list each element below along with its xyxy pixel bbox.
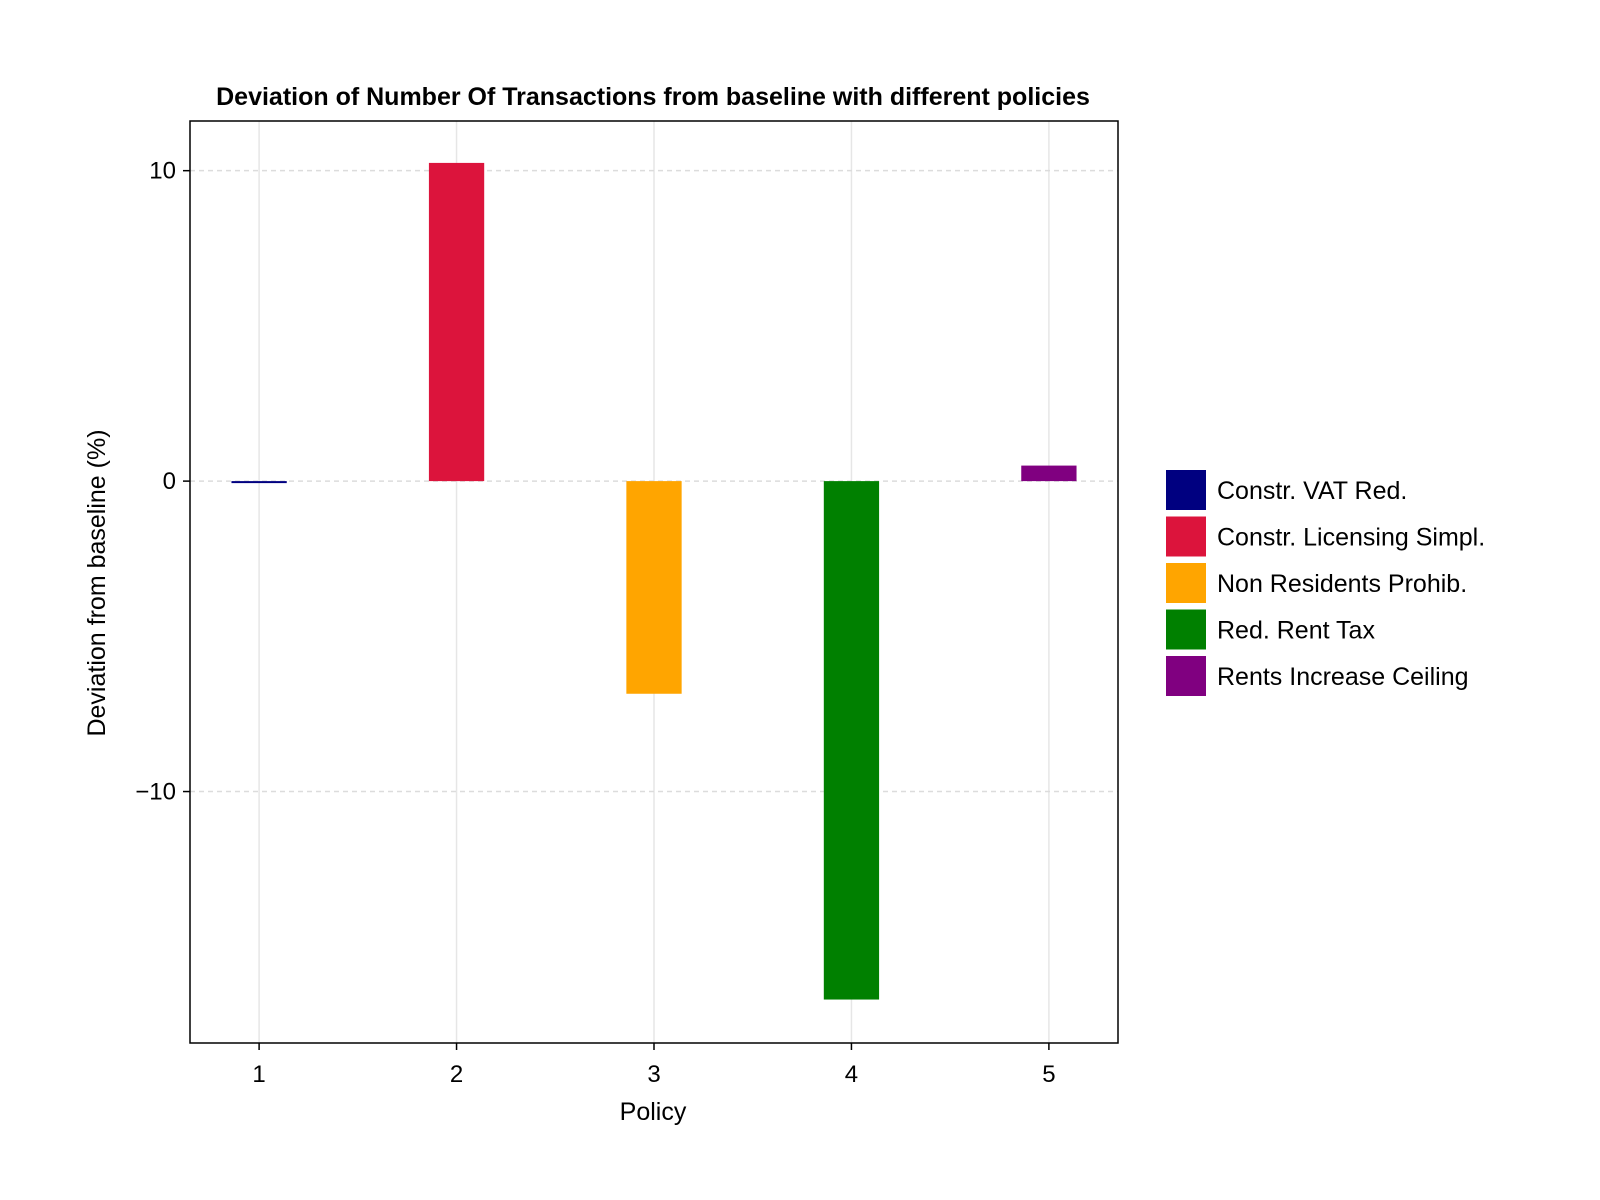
legend-swatch xyxy=(1166,563,1206,603)
legend-swatch xyxy=(1166,656,1206,696)
legend-entry-label: Constr. VAT Red. xyxy=(1217,477,1407,505)
y-tick-label: 0 xyxy=(163,468,176,495)
y-tick-label: −10 xyxy=(135,779,176,806)
x-axis-ticks: 1 2 3 4 5 xyxy=(252,1043,1056,1088)
bar-policy-5 xyxy=(1021,465,1077,482)
legend-swatch xyxy=(1166,470,1206,510)
bar-policy-3 xyxy=(626,481,682,694)
x-tick-label: 5 xyxy=(1042,1061,1055,1088)
y-tick-label: 10 xyxy=(149,158,176,185)
legend-entry-label: Red. Rent Tax xyxy=(1217,617,1375,645)
legend: Constr. VAT Red. Constr. Licensing Simpl.… xyxy=(1166,470,1485,696)
legend-entry-label: Rents Increase Ceiling xyxy=(1217,663,1469,691)
legend-swatch xyxy=(1166,516,1206,557)
legend-swatch xyxy=(1166,609,1206,650)
x-tick-label: 2 xyxy=(450,1061,463,1088)
legend-entry-label: Constr. Licensing Simpl. xyxy=(1217,524,1485,552)
y-axis-ticks: 10 0 −10 xyxy=(135,158,190,806)
x-axis-label: Policy xyxy=(620,1098,687,1126)
bar-policy-4 xyxy=(823,481,880,1000)
y-axis-label: Deviation from baseline (%) xyxy=(83,429,111,736)
x-tick-label: 1 xyxy=(252,1061,265,1088)
bar-policy-1 xyxy=(231,481,287,484)
legend-entry-label: Non Residents Prohib. xyxy=(1217,570,1467,598)
bar-policy-2 xyxy=(428,162,485,482)
chart-title: Deviation of Number Of Transactions from… xyxy=(216,83,1090,111)
x-tick-label: 4 xyxy=(845,1061,858,1088)
bars xyxy=(231,162,1077,1000)
x-tick-label: 3 xyxy=(647,1061,660,1088)
